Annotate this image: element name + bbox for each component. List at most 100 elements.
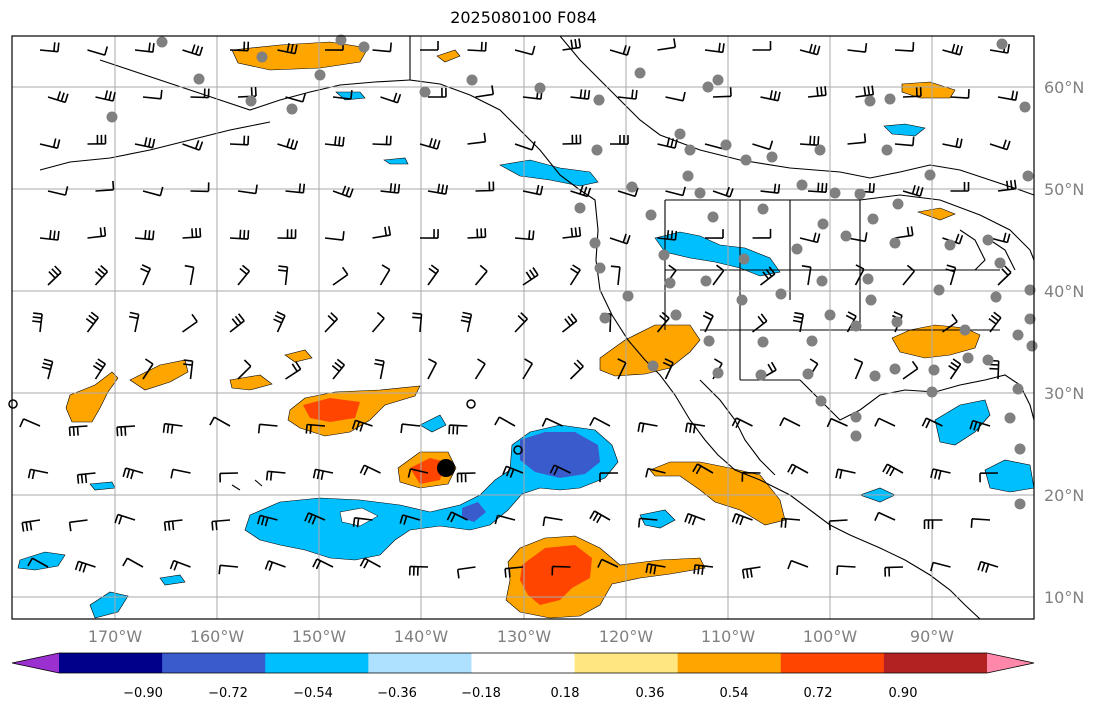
wind-barb: [211, 519, 231, 531]
map-background: [12, 36, 1034, 619]
positive-area: [65, 371, 119, 423]
wind-barb: [467, 41, 487, 52]
station-dot: [757, 203, 769, 215]
wind-barb: [902, 87, 922, 98]
station-dot: [419, 86, 431, 98]
latitude-labels: 60°N 50°N 40°N 30°N 20°N 10°N: [1044, 78, 1084, 607]
positive-area: [231, 41, 369, 71]
wind-barb: [400, 423, 421, 434]
positive-area: [901, 81, 956, 99]
wind-barb: [273, 311, 286, 333]
wind-barb: [760, 183, 781, 194]
wind-barb: [684, 512, 706, 526]
wind-barb: [19, 418, 41, 428]
colorbar-tick-label: 0.90: [889, 686, 918, 701]
station-dot: [924, 169, 936, 181]
wind-barb: [183, 359, 194, 380]
station-dot: [814, 144, 826, 156]
wind-barb: [637, 422, 658, 433]
station-dot: [193, 73, 205, 85]
station-dot: [829, 187, 841, 199]
wind-barb: [752, 313, 768, 333]
lon-label: 90°W: [910, 627, 954, 646]
station-dot: [658, 249, 670, 261]
station-dot: [1012, 383, 1024, 395]
station-dot: [1012, 329, 1024, 341]
wind-barb: [229, 135, 250, 146]
wind-barb: [836, 565, 856, 576]
lon-label: 130°W: [497, 627, 552, 646]
station-dot: [736, 294, 748, 306]
station-dot: [1014, 498, 1026, 510]
wind-barb: [921, 417, 943, 429]
station-dots: [106, 34, 1038, 510]
wind-barb: [894, 42, 915, 52]
wind-barb: [799, 135, 820, 146]
wind-barb: [87, 134, 107, 145]
wind-barb: [94, 265, 109, 286]
wind-barb: [597, 558, 619, 568]
station-dot: [862, 273, 874, 285]
lat-label: 10°N: [1044, 588, 1084, 607]
wind-barb: [989, 139, 1011, 151]
station-dot: [702, 81, 714, 93]
wind-barb: [237, 264, 251, 286]
wind-barb: [617, 89, 638, 100]
wind-barb: [807, 86, 827, 98]
wind-barb: [853, 358, 864, 380]
wind-barb: [779, 417, 801, 427]
wind-barb: [712, 264, 725, 286]
station-dot: [670, 309, 682, 321]
wind-barb: [95, 90, 116, 102]
wind-barb: [142, 358, 154, 380]
station-dot: [944, 239, 956, 251]
wind-barb: [799, 232, 821, 244]
wind-barb: [645, 467, 666, 478]
positive-area: [649, 461, 786, 526]
wind-barb: [475, 85, 495, 98]
wind-barb: [902, 360, 919, 380]
wind-barb: [27, 557, 49, 568]
longitude-labels: 170°W 160°W 150°W 140°W 130°W 120°W 110°…: [88, 627, 954, 646]
wind-barb: [359, 557, 381, 569]
negative-area: [419, 414, 447, 433]
wind-barb: [569, 359, 584, 380]
colorbar-tick-label: 0.18: [551, 686, 580, 701]
wind-barb: [456, 566, 476, 579]
colorbar-tick-label: −0.54: [293, 686, 333, 701]
wind-barb: [801, 265, 812, 286]
wind-barb: [419, 229, 439, 239]
wind-barb: [278, 265, 289, 286]
station-dot: [1004, 412, 1016, 424]
wind-barb: [589, 416, 611, 427]
station-dot: [1019, 101, 1031, 113]
wind-barb: [170, 468, 191, 479]
station-dot: [982, 354, 994, 366]
colorbar-tick-label: 0.54: [720, 686, 749, 701]
neutral-hole: [339, 507, 379, 527]
station-dot: [684, 144, 696, 156]
wind-barb: [456, 472, 476, 483]
wind-barb: [474, 358, 486, 380]
station-dot: [574, 202, 586, 214]
lon-label: 110°W: [701, 627, 756, 646]
wind-barb: [948, 358, 962, 380]
wind-barb: [874, 511, 896, 522]
wind-barb: [448, 424, 468, 435]
station-dot: [850, 411, 862, 423]
wind-barb: [989, 359, 1000, 380]
wind-barb: [514, 45, 536, 56]
wind-barb: [142, 89, 163, 100]
negative-area: [383, 157, 409, 165]
wind-barb: [945, 264, 957, 286]
wind-barb: [792, 311, 805, 333]
station-dot: [864, 95, 876, 107]
positive-core: [303, 398, 360, 422]
wind-barb: [828, 519, 848, 531]
wind-barb: [324, 136, 345, 147]
wind-barb: [760, 266, 776, 286]
wind-barb: [549, 464, 571, 476]
wind-barb: [218, 564, 239, 575]
wind-barb: [617, 358, 627, 380]
